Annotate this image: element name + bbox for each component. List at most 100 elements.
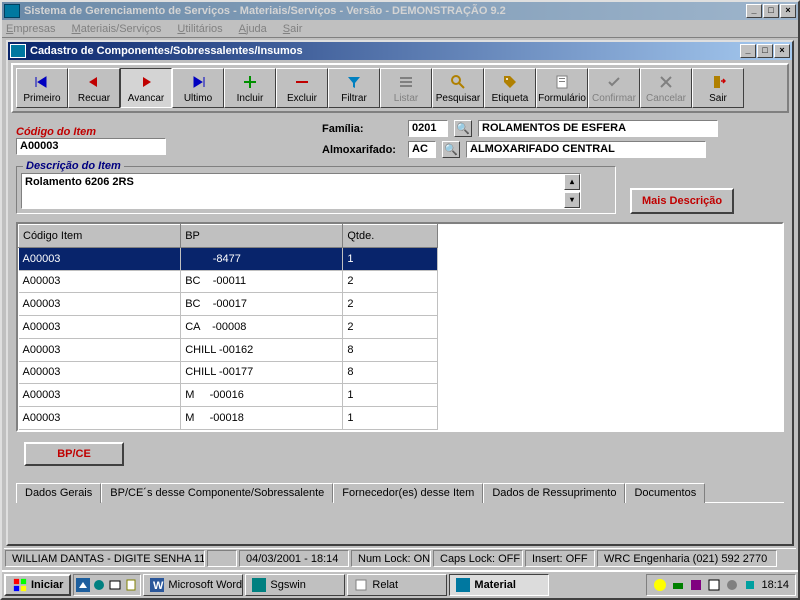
tool-label: Filtrar [341, 93, 367, 104]
tab-3[interactable]: Dados de Ressuprimento [483, 483, 625, 503]
toolbar-recuar[interactable]: Recuar [68, 68, 120, 108]
tray-icon-6[interactable] [743, 578, 757, 592]
toolbar-cancelar[interactable]: Cancelar [640, 68, 692, 108]
taskbar-item-0[interactable]: W Microsoft Word - ... [143, 574, 243, 596]
ql-icon-3[interactable] [108, 578, 122, 592]
status-cell-0: WILLIAM DANTAS - DIGITE SENHA 1111 [5, 550, 205, 567]
main-title: Sistema de Gerenciamento de Serviços - M… [24, 5, 746, 17]
sub-titlebar: Cadastro de Componentes/Sobressalentes/I… [8, 42, 792, 60]
grid-header[interactable]: BP [181, 225, 343, 248]
ql-icon-4[interactable] [124, 578, 138, 592]
textarea-scrollbar[interactable]: ▴ ▾ [564, 174, 580, 208]
toolbar: Primeiro Recuar Avancar UltimoIncluirExclui… [11, 63, 789, 113]
menu-sair[interactable]: Sair [283, 23, 303, 35]
taskbar: Iniciar W Microsoft Word - ...SgswinRelat… [2, 570, 798, 598]
task-icon: W [150, 578, 164, 592]
mais-descricao-button[interactable]: Mais Descrição [630, 188, 734, 214]
tab-4[interactable]: Documentos [625, 483, 705, 503]
tray-clock: 18:14 [761, 579, 789, 591]
descricao-label: Descrição do Item [23, 160, 124, 172]
table-row[interactable]: A00003M -000161 [19, 384, 438, 407]
toolbar-pesquisar[interactable]: Pesquisar [432, 68, 484, 108]
tab-0[interactable]: Dados Gerais [16, 483, 101, 503]
tool-label: Pesquisar [436, 93, 480, 104]
toolbar-confirmar[interactable]: Confirmar [588, 68, 640, 108]
tray-icon-2[interactable] [671, 578, 685, 592]
task-icon [354, 578, 368, 592]
codigo-input[interactable]: A00003 [16, 138, 166, 155]
ql-icon-1[interactable] [76, 578, 90, 592]
table-row[interactable]: A00003 -84771 [19, 247, 438, 270]
tag-icon [500, 73, 520, 91]
taskbar-item-3[interactable]: Material [449, 574, 549, 596]
start-label: Iniciar [31, 579, 63, 591]
status-cell-6: WRC Engenharia (021) 592 2770 [597, 550, 777, 567]
grid-header[interactable]: Código Item [19, 225, 181, 248]
table-row[interactable]: A00003CHILL -001778 [19, 361, 438, 384]
familia-lookup-icon[interactable]: 🔍 [454, 120, 472, 137]
grid-header[interactable]: Qtde. [343, 225, 438, 248]
task-icon [252, 578, 266, 592]
almox-lookup-icon[interactable]: 🔍 [442, 141, 460, 158]
app-icon [4, 4, 20, 18]
close-button[interactable]: × [780, 4, 796, 18]
toolbar-formulário[interactable]: Formulário [536, 68, 588, 108]
tray-icon-1[interactable] [653, 578, 667, 592]
last-icon [188, 73, 208, 91]
toolbar-excluir[interactable]: Excluir [276, 68, 328, 108]
task-label: Microsoft Word - ... [168, 579, 243, 591]
start-button[interactable]: Iniciar [4, 574, 71, 596]
scroll-down-icon[interactable]: ▾ [564, 192, 580, 208]
sub-maximize-button[interactable]: □ [757, 44, 773, 58]
sub-close-button[interactable]: × [774, 44, 790, 58]
almox-desc: ALMOXARIFADO CENTRAL [466, 141, 706, 158]
svg-text:W: W [153, 580, 164, 592]
task-label: Material [474, 579, 516, 591]
table-row[interactable]: A00003CHILL -001628 [19, 338, 438, 361]
tab-1[interactable]: BP/CE´s desse Componente/Sobressalente [101, 483, 333, 503]
familia-label: Família: [322, 123, 402, 135]
first-icon [32, 73, 52, 91]
table-row[interactable]: A00003BC -000112 [19, 270, 438, 293]
taskbar-item-1[interactable]: Sgswin [245, 574, 345, 596]
sub-minimize-button[interactable]: _ [740, 44, 756, 58]
almox-label: Almoxarifado: [322, 144, 402, 156]
table-row[interactable]: A00003CA -000082 [19, 316, 438, 339]
table-row[interactable]: A00003M -000181 [19, 407, 438, 430]
toolbar-incluir[interactable]: Incluir [224, 68, 276, 108]
menu-utilitarios[interactable]: Utilitários [177, 23, 222, 35]
tab-2[interactable]: Fornecedor(es) desse Item [333, 483, 483, 503]
cancel-icon [656, 73, 676, 91]
status-cell-4: Caps Lock: OFF [433, 550, 523, 567]
familia-code-input[interactable]: 0201 [408, 120, 448, 137]
taskbar-item-2[interactable]: Relat [347, 574, 447, 596]
toolbar-sair[interactable]: Sair [692, 68, 744, 108]
maximize-button[interactable]: □ [763, 4, 779, 18]
toolbar-ultimo[interactable]: Ultimo [172, 68, 224, 108]
tray-icon-5[interactable] [725, 578, 739, 592]
tray-icon-3[interactable] [689, 578, 703, 592]
toolbar-filtrar[interactable]: Filtrar [328, 68, 380, 108]
menu-empresas[interactable]: Empresas [6, 23, 56, 35]
windows-icon [12, 578, 28, 592]
toolbar-primeiro[interactable]: Primeiro [16, 68, 68, 108]
almox-code-input[interactable]: AC [408, 141, 436, 158]
toolbar-etiqueta[interactable]: Etiqueta [484, 68, 536, 108]
menu-ajuda[interactable]: Ajuda [239, 23, 267, 35]
menu-materiais[interactable]: Materiais/Serviços [72, 23, 162, 35]
minimize-button[interactable]: _ [746, 4, 762, 18]
scroll-up-icon[interactable]: ▴ [564, 174, 580, 190]
search-icon [448, 73, 468, 91]
tool-label: Avancar [128, 93, 165, 104]
tool-label: Primeiro [23, 93, 60, 104]
table-row[interactable]: A00003BC -000172 [19, 293, 438, 316]
ql-icon-2[interactable] [92, 578, 106, 592]
back-icon [84, 73, 104, 91]
form-icon [552, 73, 572, 91]
toolbar-listar[interactable]: Listar [380, 68, 432, 108]
tray-icon-4[interactable] [707, 578, 721, 592]
status-cell-1 [207, 550, 237, 567]
bpce-button[interactable]: BP/CE [24, 442, 124, 466]
descricao-textarea[interactable]: Rolamento 6206 2RS ▴ ▾ [21, 173, 581, 209]
toolbar-avancar[interactable]: Avancar [120, 68, 172, 108]
